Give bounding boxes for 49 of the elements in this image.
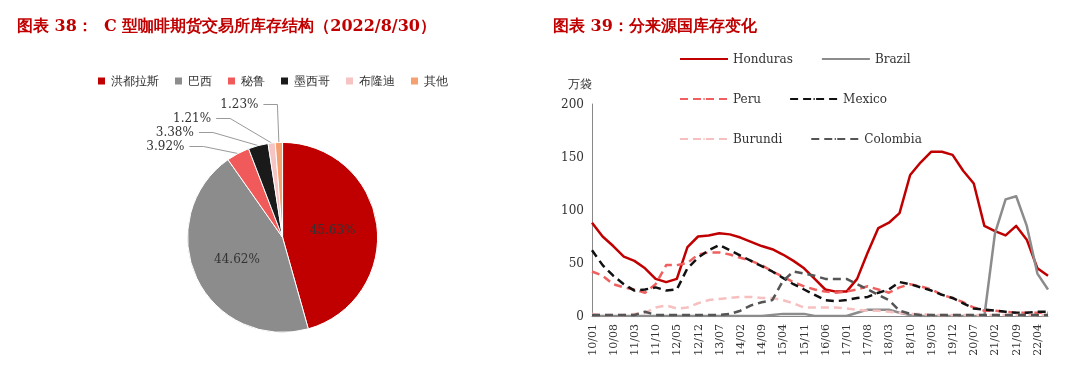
- legend-label: Mexico: [843, 92, 888, 106]
- y-tick-label: 50: [568, 256, 584, 270]
- chart-title: 图表 38： C 型咖啡期货交易所库存结构（2022/8/30）: [17, 15, 436, 35]
- legend-label: 布隆迪: [359, 74, 395, 88]
- legend-label: Honduras: [733, 52, 793, 66]
- legend-label: Brazil: [874, 52, 911, 66]
- x-tick-label: 19/12: [946, 324, 960, 356]
- x-tick-label: 16/06: [818, 324, 832, 356]
- y-tick-label: 0: [576, 309, 584, 323]
- legend-label: 墨西哥: [294, 74, 330, 88]
- data-label: 3.38%: [155, 125, 194, 140]
- x-tick-label: 18/10: [903, 324, 917, 356]
- data-label: 3.92%: [146, 139, 185, 154]
- x-tick-label: 19/05: [924, 324, 938, 356]
- x-tick-label: 15/11: [797, 324, 811, 356]
- x-tick-label: 22/04: [1030, 324, 1044, 356]
- legend-label: 其他: [424, 74, 448, 88]
- x-tick-label: 17/08: [861, 324, 875, 356]
- y-axis-title: 万袋: [568, 77, 592, 91]
- y-tick-label: 100: [561, 203, 584, 217]
- legend-label: Colombia: [864, 132, 922, 146]
- x-tick-label: 11/03: [627, 324, 641, 356]
- legend-label: 秘鲁: [241, 74, 265, 88]
- data-label: 45.63%: [309, 223, 356, 238]
- y-tick-label: 200: [561, 97, 584, 111]
- legend-label: 洪都拉斯: [111, 74, 159, 88]
- x-tick-label: 21/02: [988, 324, 1002, 356]
- x-tick-label: 12/05: [670, 324, 684, 356]
- x-tick-label: 14/09: [755, 324, 769, 356]
- x-tick-label: 18/03: [882, 324, 896, 356]
- x-tick-label: 21/09: [1009, 324, 1023, 356]
- x-tick-label: 10/08: [606, 324, 620, 356]
- x-tick-label: 20/07: [967, 324, 981, 356]
- line-series: [590, 150, 1050, 293]
- x-tick-label: 13/07: [712, 324, 726, 356]
- x-tick-label: 17/01: [840, 324, 854, 356]
- x-tick-label: 12/12: [691, 324, 705, 356]
- legend-label: 巴西: [188, 74, 212, 88]
- data-label: 44.62%: [214, 252, 260, 267]
- legend-label: Peru: [733, 92, 762, 106]
- y-tick-label: 150: [561, 150, 584, 164]
- x-tick-label: 15/04: [776, 324, 790, 356]
- x-tick-label: 14/02: [733, 324, 747, 356]
- x-tick-label: 11/10: [649, 324, 663, 356]
- data-label: 1.21%: [173, 111, 212, 126]
- legend-label: Burundi: [733, 132, 783, 146]
- data-label: 1.23%: [220, 97, 259, 112]
- chart-title: 图表 39：分来源国库存变化: [553, 15, 758, 35]
- x-tick-label: 10/01: [585, 324, 599, 356]
